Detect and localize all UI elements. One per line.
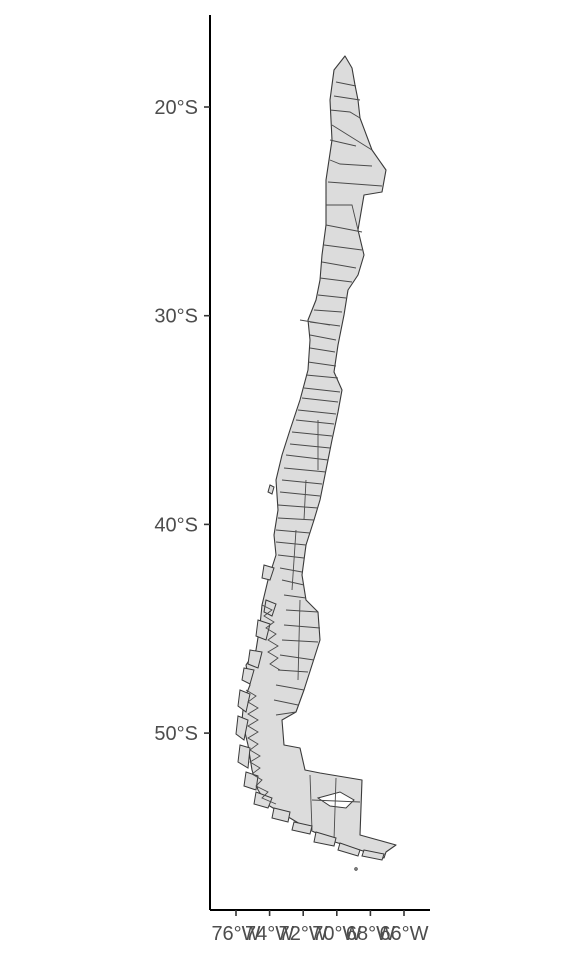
x-tick-label: 66°W [379,923,428,945]
chile-outline [241,55,397,859]
x-tick-label: 74°W [245,923,294,945]
y-tick-label: 50°S [154,723,198,745]
strait-water [316,791,355,809]
x-tick-label: 70°W [312,923,361,945]
x-tick-label: 72°W [279,923,328,945]
x-tick-label: 68°W [346,923,395,945]
admin-borders [273,81,383,841]
fjord-islands [235,484,385,861]
y-tick-label: 40°S [154,514,198,536]
x-axis-ticks: 76°W74°W72°W70°W68°W66°W [211,910,429,945]
chile-landmass [235,55,397,871]
y-axis: 20°S 30°S 40°S 50°S [154,15,211,910]
y-tick-label: 20°S [154,97,198,119]
x-axis: 76°W74°W72°W70°W68°W66°W [210,909,430,945]
coast-detail [245,604,281,805]
y-tick-label: 30°S [154,306,198,328]
islet [354,867,358,871]
y-axis-ticks: 20°S 30°S 40°S 50°S [154,97,210,745]
x-tick-label: 76°W [211,923,260,945]
